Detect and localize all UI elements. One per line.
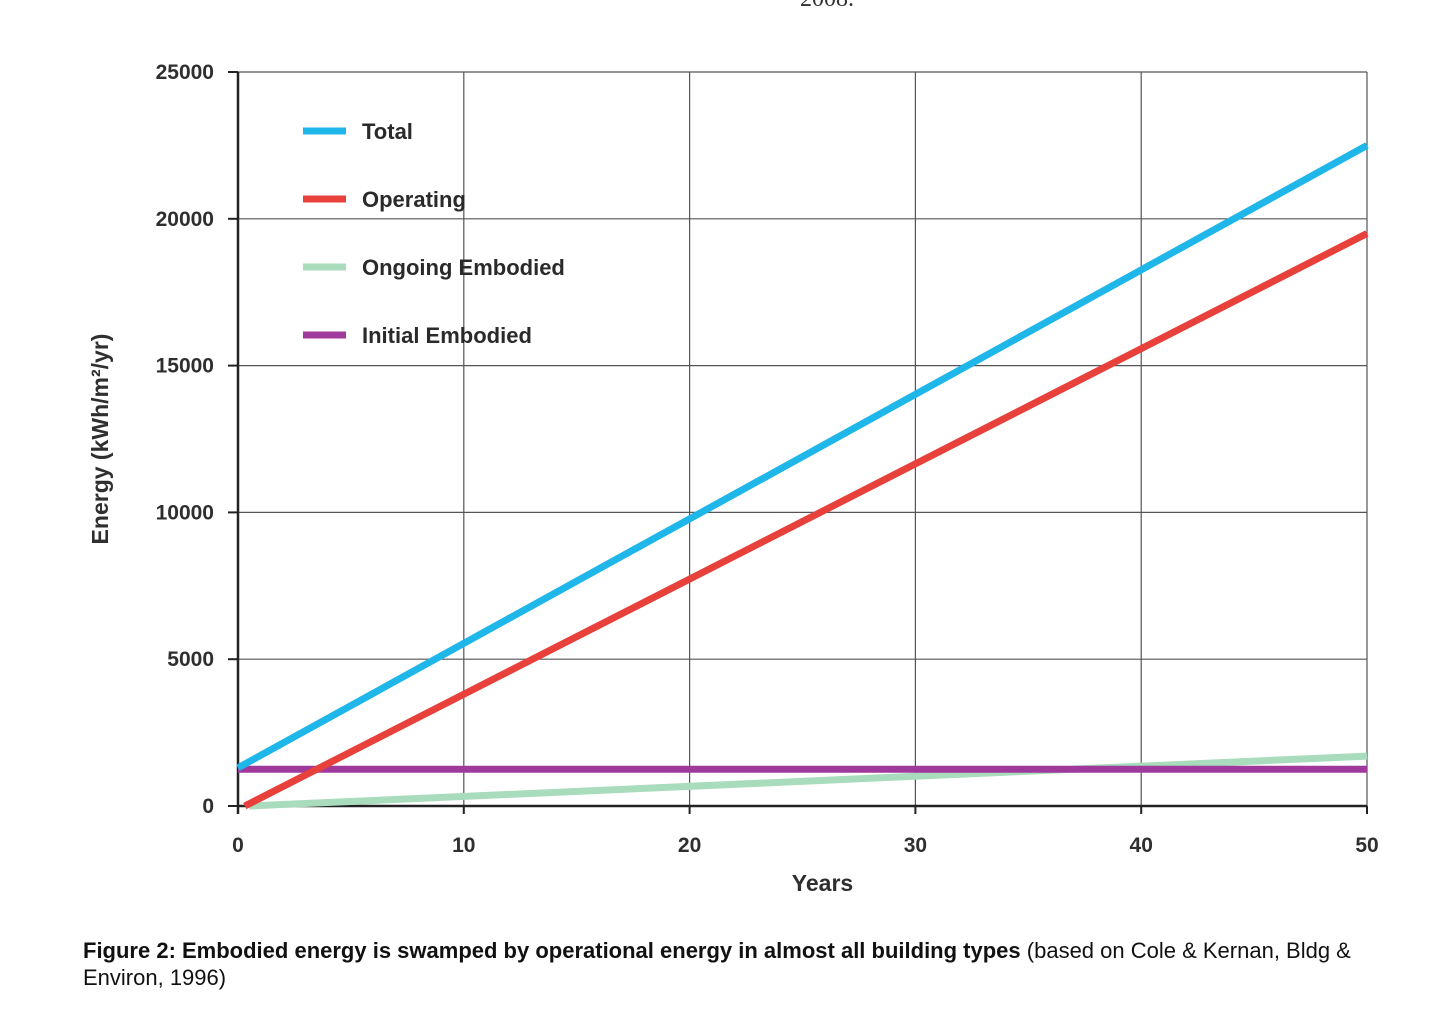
- x-tick-label: 20: [678, 834, 701, 857]
- y-tick-labels: 0 5000 10000 15000 20000 25000: [156, 61, 214, 818]
- grid-lines: [237, 71, 1368, 807]
- x-tick-label: 50: [1355, 834, 1378, 857]
- legend-label: Initial Embodied: [362, 323, 532, 348]
- series-line-total: [236, 142, 1369, 771]
- y-tick-label: 15000: [156, 355, 214, 378]
- x-tick-label: 0: [232, 834, 244, 857]
- y-tick-label: 20000: [156, 208, 214, 231]
- y-tick-label: 5000: [167, 648, 214, 671]
- y-tick-label: 25000: [156, 61, 214, 84]
- y-tick-label: 10000: [156, 501, 214, 524]
- x-tick-labels: 0 10 20 30 40 50: [232, 834, 1379, 857]
- x-tick-label: 30: [904, 834, 927, 857]
- x-tick-label: 40: [1130, 834, 1153, 857]
- legend-label: Operating: [362, 187, 466, 212]
- axes: [228, 71, 1368, 814]
- series-line-operating: [243, 230, 1369, 810]
- x-tick-label: 10: [452, 834, 475, 857]
- series-line-ongoing-embodied: [249, 752, 1368, 810]
- y-axis-title: Energy (kWh/m²/yr): [87, 334, 113, 545]
- y-tick-label: 0: [202, 795, 214, 818]
- caption-bold: Figure 2: Embodied energy is swamped by …: [83, 938, 1021, 963]
- page-header-fragment: 2008.: [800, 0, 854, 13]
- caption-source: (based on Cole & Kernan, Bldg & Environ,…: [83, 938, 1351, 990]
- series-lines: [236, 142, 1369, 810]
- legend-label: Total: [362, 119, 413, 144]
- figure-caption: Figure 2: Embodied energy is swamped by …: [83, 937, 1383, 991]
- legend: Total Operating Ongoing Embodied Initial Em…: [303, 119, 565, 348]
- energy-line-chart: 0 10 20 30 40 50 0 5000 10000 15000 20000 25000 To…: [87, 61, 1379, 896]
- x-axis-title: Years: [792, 870, 853, 896]
- legend-label: Ongoing Embodied: [362, 255, 565, 280]
